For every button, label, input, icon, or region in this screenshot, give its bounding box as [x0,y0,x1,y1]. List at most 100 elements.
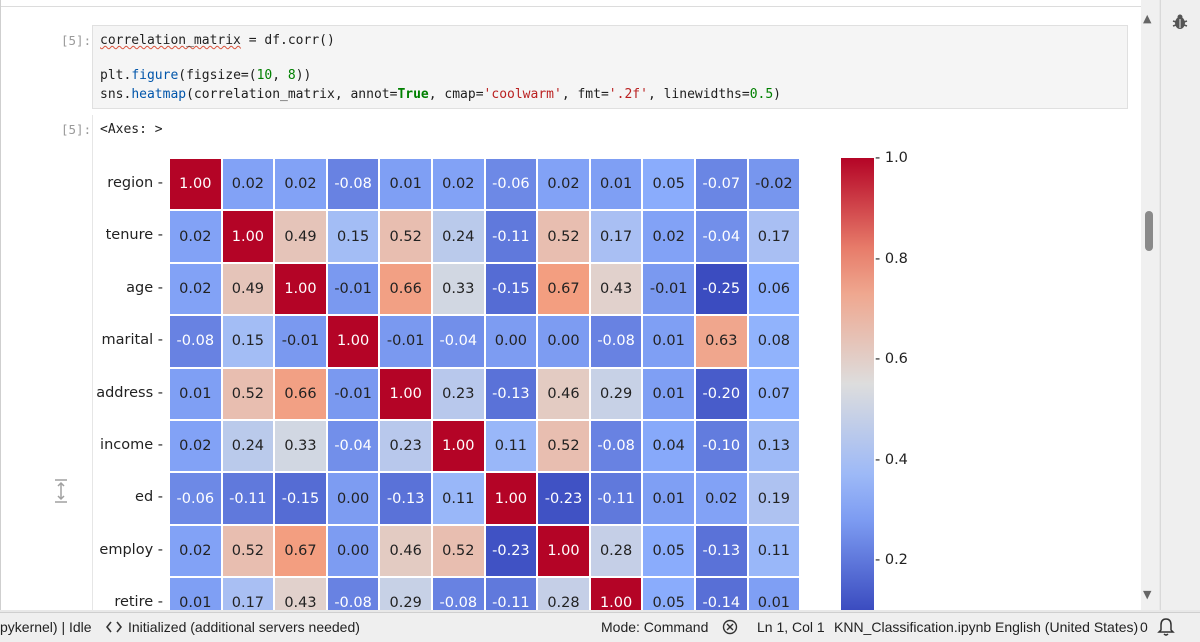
heatmap-cell: -0.11 [221,472,275,525]
heatmap-cell: -0.08 [432,577,485,610]
heatmap-cell: 0.04 [642,420,695,473]
heatmap-cell: -0.01 [274,315,327,368]
heatmap-row-label: address - [96,384,163,401]
heatmap-cell: -0.15 [484,262,538,316]
code-line-2: plt.figure(figsize=(10, 8)) [100,68,312,83]
heatmap-cell: 0.02 [169,524,222,578]
heatmap-cell: 0.00 [537,315,590,368]
heatmap-cell: -0.02 [747,158,801,211]
heatmap-cell: -0.25 [695,262,748,316]
heatmap-row-label: age - [126,279,163,296]
debugger-icon[interactable] [1170,12,1190,32]
no-kernel-icon[interactable] [722,619,738,635]
heatmap-cell: 0.63 [695,315,748,368]
heatmap-cell: 0.01 [589,158,643,211]
colorbar-tick-label: - 0.6 [875,351,908,367]
heatmap-cell: 0.43 [589,262,643,316]
mode-status: Mode: Command [601,619,709,635]
input-prompt: [5]: [61,33,92,48]
heatmap-row-label: retire - [114,594,163,610]
heatmap-cell: 1.00 [432,420,485,473]
heatmap-cell: 0.00 [326,472,380,525]
bell-icon[interactable] [1157,617,1175,640]
heatmap-cell: 0.01 [642,367,695,420]
scrollbar-track[interactable] [1141,0,1159,610]
heatmap-row-label: employ - [99,541,163,558]
heatmap-row-label: ed - [135,489,163,506]
heatmap-cell: 0.02 [169,210,222,263]
heatmap-cell: 1.00 [589,577,643,610]
heatmap-cell: 0.19 [747,472,801,525]
heatmap-cell: -0.11 [484,577,538,610]
heatmap-cell: -0.08 [589,420,643,473]
cell-separator [1,0,1141,7]
heatmap-cell: -0.15 [274,472,327,525]
heatmap-cell: -0.23 [484,524,538,578]
heatmap-cell: 1.00 [169,158,222,211]
heatmap-cell: -0.23 [537,472,590,525]
scrollbar-thumb[interactable] [1145,211,1153,251]
heatmap-cell: -0.06 [484,158,538,211]
heatmap-cell: 0.02 [695,472,748,525]
heatmap-cell: 1.00 [537,524,590,578]
kernel-status[interactable]: pykernel) | Idle [0,619,92,635]
heatmap-cell: 0.02 [274,158,327,211]
heatmap-cell: 0.02 [642,210,695,263]
heatmap-row-label: marital - [101,332,163,349]
heatmap-cell: 0.24 [221,420,275,473]
lsp-status-icon[interactable] [105,619,123,635]
collapse-output-icon[interactable] [51,478,71,504]
scroll-down-icon[interactable]: ▼ [1143,588,1152,601]
heatmap-cell: -0.01 [326,262,380,316]
heatmap-cell: -0.01 [379,315,432,368]
heatmap-cell: -0.04 [432,315,485,368]
heatmap-cell: 0.00 [326,524,380,578]
heatmap-cell: 0.01 [642,315,695,368]
heatmap-cell: 1.00 [379,367,432,420]
heatmap-cell: -0.10 [695,420,748,473]
heatmap-cell: 0.17 [221,577,275,610]
heatmap-cell: 0.67 [537,262,590,316]
heatmap-cell: 0.33 [432,262,485,316]
heatmap-cell: -0.11 [484,210,538,263]
colorbar-tick-label: - 1.0 [875,150,908,166]
heatmap-cell: 0.01 [747,577,801,610]
heatmap-cell: 0.52 [221,367,275,420]
heatmap-cell: -0.07 [695,158,748,211]
heatmap-cell: 0.13 [747,420,801,473]
heatmap-cell: 0.02 [169,420,222,473]
heatmap-cell: 0.11 [747,524,801,578]
heatmap-cell: 0.46 [537,367,590,420]
cursor-position[interactable]: Ln 1, Col 1 [757,619,825,635]
heatmap-cell: 0.02 [432,158,485,211]
output-prompt: [5]: [61,122,92,137]
right-sidebar [1160,0,1200,610]
heatmap-cell: 0.05 [642,524,695,578]
heatmap-cell: 0.17 [589,210,643,263]
scroll-up-icon[interactable]: ▲ [1143,12,1152,25]
language-status[interactable]: English (United States) [995,619,1139,635]
heatmap-cell: -0.11 [589,472,643,525]
heatmap-cell: 0.15 [326,210,380,263]
heatmap-cell: -0.04 [695,210,748,263]
heatmap-cell: 0.52 [221,524,275,578]
heatmap-cell: 0.52 [379,210,432,263]
heatmap-cell: -0.08 [589,315,643,368]
heatmap-cell: 0.05 [642,158,695,211]
heatmap-cell: 0.28 [537,577,590,610]
code-cell[interactable]: correlation_matrix = df.corr() plt.figur… [92,25,1128,109]
heatmap-row-label: region - [107,175,163,191]
heatmap-cell: 0.52 [537,210,590,263]
colorbar [841,158,874,610]
heatmap-cell: 0.02 [537,158,590,211]
lsp-status[interactable]: Initialized (additional servers needed) [128,619,360,635]
heatmap-cell: 0.01 [379,158,432,211]
heatmap-cell: 0.01 [169,577,222,610]
heatmap-cell: 0.52 [537,420,590,473]
status-bar: pykernel) | Idle Initialized (additional… [0,612,1200,642]
heatmap-cell: 0.07 [747,367,801,420]
heatmap-cell: 0.11 [432,472,485,525]
heatmap-cell: 0.02 [221,158,275,211]
heatmap-cell: 0.24 [432,210,485,263]
colorbar-tick-label: - 0.8 [875,250,908,267]
